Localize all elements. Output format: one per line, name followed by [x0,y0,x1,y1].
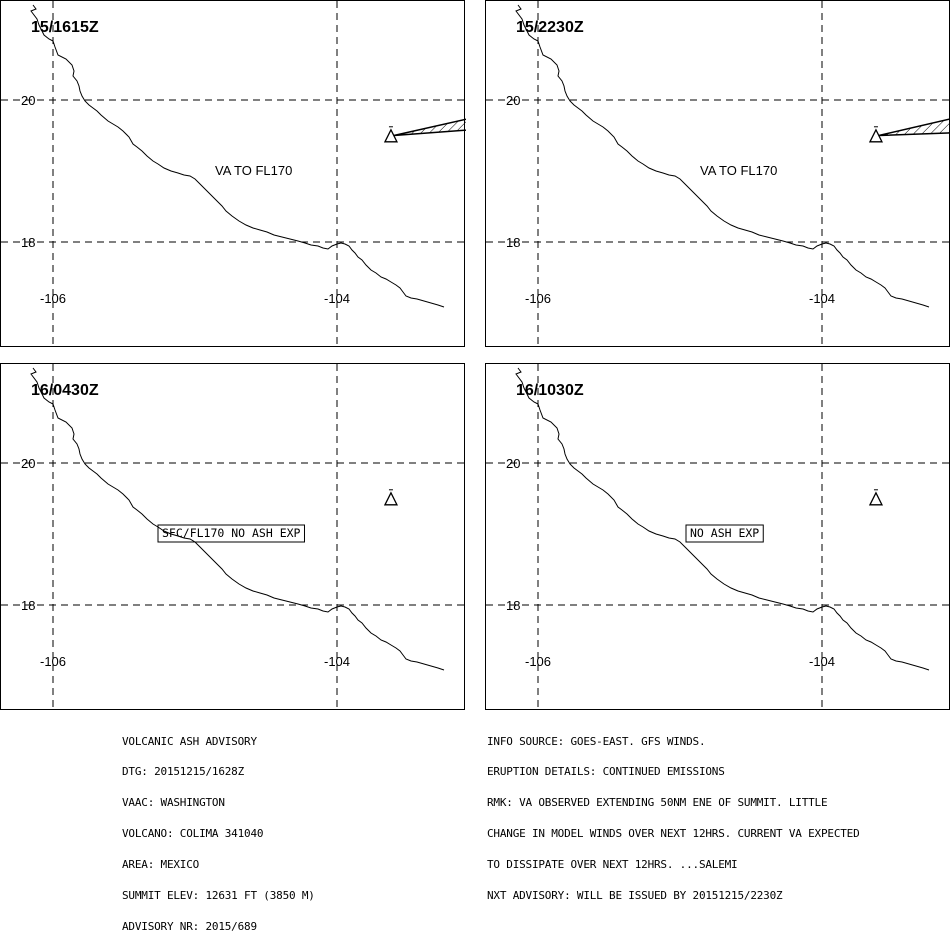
advisory-summary: VOLCANIC ASH ADVISORY DTG: 20151215/1628… [122,716,315,943]
latitude-label: 20 [506,93,520,108]
forecast-time-label: 15/2230Z [516,19,584,36]
latitude-label: 20 [21,93,35,108]
advisory-line: VOLCANO: COLIMA 341040 [122,827,264,841]
longitude-label: -106 [40,291,66,306]
longitude-label: -104 [809,291,835,306]
latitude-label: 18 [506,235,520,250]
volcano-icon [868,126,884,143]
longitude-label: -106 [40,654,66,669]
advisory-details: INFO SOURCE: GOES-EAST. GFS WINDS. ERUPT… [487,716,860,912]
advisory-line: ADVISORY NR: 2015/689 [122,919,257,933]
longitude-label: -106 [525,654,551,669]
advisory-line: AREA: MEXICO [122,858,200,872]
forecast-time-label: 16/1030Z [516,382,584,399]
advisory-line: VOLCANIC ASH ADVISORY [122,734,257,748]
volcano-icon [383,489,399,506]
advisory-line: NXT ADVISORY: WILL BE ISSUED BY 20151215… [487,889,783,903]
forecast-time-label: 15/1615Z [31,19,99,36]
latitude-label: 18 [506,598,520,613]
advisory-line: ERUPTION DETAILS: CONTINUED EMISSIONS [487,765,725,779]
advisory-line: SUMMIT ELEV: 12631 FT (3850 M) [122,889,315,903]
volcano-icon [383,126,399,143]
advisory-line: TO DISSIPATE OVER NEXT 12HRS. ...SALEMI [487,858,738,872]
ash-cloud-polygon [393,118,466,137]
latitude-label: 18 [21,598,35,613]
volcanic-ash-level-label: VA TO FL170 [700,163,777,178]
volcano-icon [868,489,884,506]
latitude-label: 20 [506,456,520,471]
advisory-line: DTG: 20151215/1628Z [122,765,245,779]
ash-cloud-polygon [878,118,950,137]
coastline [30,4,445,308]
advisory-line: RMK: VA OBSERVED EXTENDING 50NM ENE OF S… [487,796,828,810]
longitude-label: -104 [324,654,350,669]
coastline [515,4,930,308]
ash-status-box [157,524,305,543]
latitude-label: 20 [21,456,35,471]
longitude-label: -106 [525,291,551,306]
longitude-label: -104 [809,654,835,669]
advisory-line: VAAC: WASHINGTON [122,796,225,810]
advisory-line: INFO SOURCE: GOES-EAST. GFS WINDS. [487,734,706,748]
longitude-label: -104 [324,291,350,306]
coastline [30,367,445,671]
forecast-time-label: 16/0430Z [31,382,99,399]
ash-status-label: NO ASH EXP [690,526,759,540]
advisory-line: CHANGE IN MODEL WINDS OVER NEXT 12HRS. C… [487,827,860,841]
coastline [515,367,930,671]
volcanic-ash-level-label: VA TO FL170 [215,163,292,178]
ash-status-box [685,524,764,543]
latitude-label: 18 [21,235,35,250]
ash-status-label: SFC/FL170 NO ASH EXP [162,526,301,540]
